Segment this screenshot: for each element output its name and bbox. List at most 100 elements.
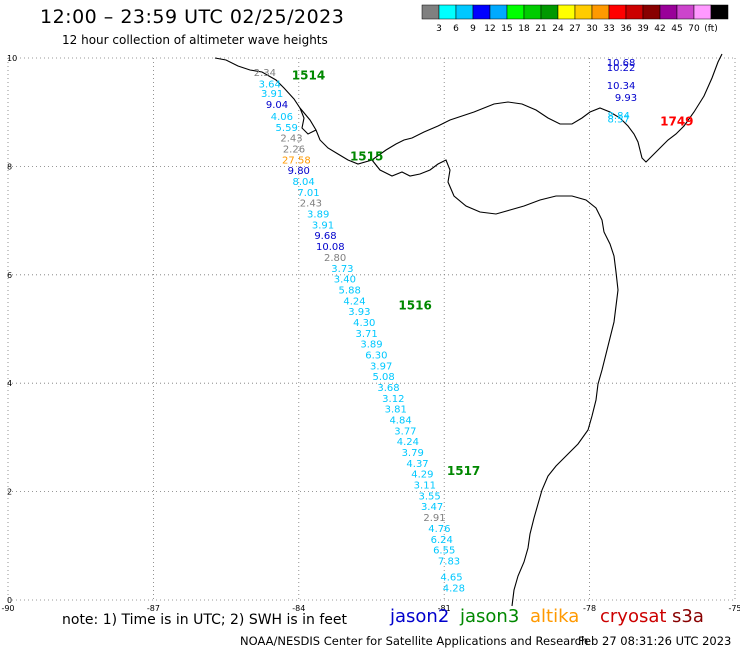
wave-height-value: 5.59 xyxy=(276,123,298,134)
wave-height-value: 4.06 xyxy=(271,112,293,123)
wave-height-value: 27.58 xyxy=(282,155,311,166)
wave-height-value: 4.24 xyxy=(343,296,365,307)
pass-number-label: 1516 xyxy=(398,299,431,313)
map-title: 12:00 – 23:59 UTC 02/25/2023 xyxy=(40,6,345,28)
wave-height-value: 4.65 xyxy=(440,573,462,584)
legend-swatch xyxy=(421,4,440,20)
wave-height-value: 3.71 xyxy=(356,329,378,340)
coastline xyxy=(214,53,723,607)
wave-height-value: 4.28 xyxy=(443,584,465,595)
legend-swatch xyxy=(523,4,542,20)
legend-label: 21 xyxy=(535,24,546,34)
lon-tick-label: -90 xyxy=(1,604,14,613)
wave-height-value: 2.34 xyxy=(254,68,276,79)
wave-height-value: 3.64 xyxy=(259,79,281,90)
legend-label: 45 xyxy=(671,24,682,34)
wave-height-value: 8.57 xyxy=(608,115,630,126)
wave-height-value: 2.43 xyxy=(280,134,302,145)
legend-label: 70 xyxy=(688,24,700,34)
wave-height-value: 2.80 xyxy=(324,253,346,264)
legend-swatch xyxy=(676,4,695,20)
wave-height-value: 4.76 xyxy=(428,524,450,535)
lat-tick-label: 2 xyxy=(7,488,12,497)
wave-height-value: 2.43 xyxy=(300,199,322,210)
legend-label: 12 xyxy=(484,24,495,34)
legend-label: 42 xyxy=(654,24,665,34)
pass-number-label: 1517 xyxy=(447,464,480,478)
wave-height-value: 6.55 xyxy=(433,546,455,557)
wave-height-value: 3.91 xyxy=(261,89,283,100)
wave-height-value: 9.68 xyxy=(314,231,336,242)
color-scale-legend: 3 6 9 12 15 18 21 24 27 30 33 36 39 42 45 70 (ft) xyxy=(421,4,729,34)
wave-height-value: 7.01 xyxy=(297,188,319,199)
legend-swatch xyxy=(489,4,508,20)
satellite-jason3: jason3 xyxy=(460,606,520,627)
pass-number-label: 1515 xyxy=(350,150,383,164)
legend-label: 36 xyxy=(620,24,632,34)
altimeter-tracks: 2.343.643.919.044.065.592.432.2627.589.8… xyxy=(254,58,637,595)
wave-height-value: 3.73 xyxy=(331,264,353,275)
wave-height-value: 9.04 xyxy=(266,100,288,111)
legend-label: (ft) xyxy=(704,24,718,34)
wave-height-value: 2.91 xyxy=(423,513,445,524)
wave-height-value: 3.12 xyxy=(382,394,404,405)
wave-height-value: 3.93 xyxy=(348,307,370,318)
legend-swatch xyxy=(591,4,610,20)
wave-height-value: 3.11 xyxy=(414,481,436,492)
wave-height-value: 3.81 xyxy=(385,405,407,416)
legend-label: 39 xyxy=(637,24,649,34)
wave-height-value: 7.83 xyxy=(438,556,460,567)
wave-height-value: 8.04 xyxy=(293,177,315,188)
legend-swatch xyxy=(625,4,644,20)
lon-tick-label: -87 xyxy=(147,604,160,613)
lat-tick-label: 10 xyxy=(7,54,17,63)
wave-height-value: 4.84 xyxy=(389,416,411,427)
lat-tick-label: 8 xyxy=(7,162,12,171)
wave-height-value: 3.47 xyxy=(421,502,443,513)
satellite-jason2: jason2 xyxy=(390,606,450,627)
wave-height-value: 10.08 xyxy=(316,242,345,253)
legend-label: 15 xyxy=(501,24,512,34)
wave-height-value: 3.68 xyxy=(377,383,399,394)
legend-label: 9 xyxy=(470,24,476,34)
wave-height-value: 4.29 xyxy=(411,470,433,481)
wave-height-value: 10.22 xyxy=(607,63,636,74)
legend-label: 24 xyxy=(552,24,564,34)
satellite-altika: altika xyxy=(530,606,580,627)
legend-swatch xyxy=(642,4,661,20)
lat-lon-grid: -90 -87 -84 -81 -78 -75 0 2 4 6 8 10 xyxy=(1,54,740,613)
legend-swatch xyxy=(693,4,712,20)
legend-swatch xyxy=(608,4,627,20)
lon-tick-label: -84 xyxy=(292,604,305,613)
legend-swatch xyxy=(540,4,559,20)
legend-label: 18 xyxy=(518,24,530,34)
legend-label: 3 xyxy=(436,24,442,34)
credit-line: NOAA/NESDIS Center for Satellite Applica… xyxy=(240,634,589,648)
wave-height-value: 8.84 xyxy=(608,111,630,122)
wave-height-value: 3.79 xyxy=(402,448,424,459)
wave-height-value: 9.80 xyxy=(288,166,310,177)
satellite-s3a: s3a xyxy=(672,606,704,627)
satellite-cryosat: cryosat xyxy=(600,606,667,627)
map-subtitle: 12 hour collection of altimeter wave hei… xyxy=(62,33,328,47)
legend-swatch xyxy=(438,4,457,20)
legend-label: 6 xyxy=(453,24,459,34)
coastline-gulf-panama xyxy=(371,159,619,607)
wave-height-value: 5.88 xyxy=(339,285,361,296)
wave-height-value: 4.30 xyxy=(353,318,375,329)
coastline-central-america xyxy=(214,53,723,165)
legend-swatch xyxy=(557,4,576,20)
wave-height-value: 3.89 xyxy=(307,210,329,221)
wave-height-value: 4.37 xyxy=(406,459,428,470)
footnote: note: 1) Time is in UTC; 2) SWH is in fe… xyxy=(62,612,348,628)
wave-height-value: 3.40 xyxy=(334,275,356,286)
pass-number-label: 1514 xyxy=(292,68,325,82)
lat-tick-label: 6 xyxy=(7,271,12,280)
lon-tick-label: -81 xyxy=(438,604,451,613)
legend-swatch xyxy=(710,4,729,20)
lon-tick-label: -78 xyxy=(583,604,596,613)
wave-height-value: 5.08 xyxy=(372,372,394,383)
legend-swatch xyxy=(472,4,491,20)
legend-label: 33 xyxy=(603,24,614,34)
wave-height-value: 6.24 xyxy=(431,535,453,546)
